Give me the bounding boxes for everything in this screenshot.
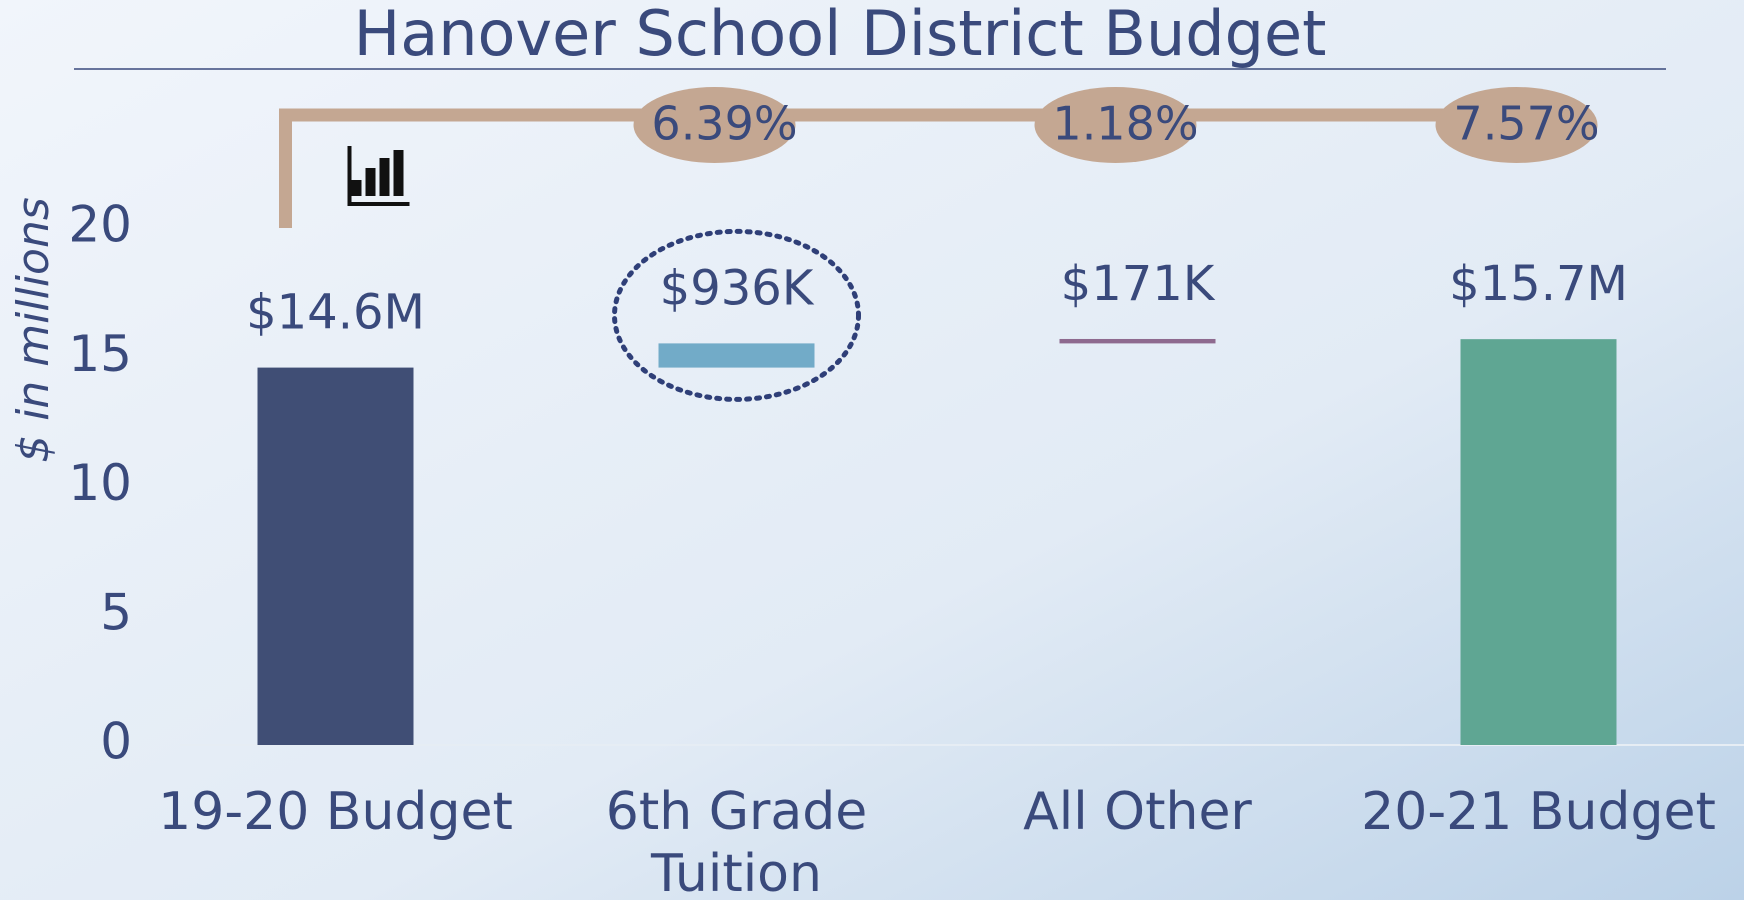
annotation-bubble (633, 87, 796, 163)
annotation-bubble (1034, 87, 1197, 163)
y-tick-label: 15 (68, 325, 132, 383)
bar (1460, 339, 1617, 745)
annotation: 7.57% (1453, 97, 1599, 151)
value-label: $14.6M (246, 285, 425, 341)
bar (658, 343, 815, 368)
value-label: $15.7M (1449, 256, 1628, 312)
highlight-circle (612, 228, 861, 402)
annotation: 1.18% (1052, 97, 1198, 151)
chart-icon (347, 146, 410, 206)
y-axis-label: $ in millions (8, 197, 59, 463)
value-label: $936K (660, 260, 815, 316)
y-tick-label: 0 (100, 713, 132, 771)
bar (257, 367, 414, 745)
annotation: 6.39% (651, 97, 797, 151)
y-tick-label: 20 (68, 196, 132, 254)
bar (1059, 338, 1216, 344)
y-tick-label: 5 (100, 583, 132, 641)
y-tick-label: 10 (68, 454, 132, 512)
value-label: $171K (1061, 256, 1216, 312)
x-tick-label: 20-21 Budget (1361, 782, 1716, 842)
x-tick-label: 19-20 Budget (158, 782, 513, 842)
chart-title: Hanover School District Budget (354, 0, 1327, 70)
x-tick-label: 6th Grade Tuition (606, 782, 868, 900)
x-tick-label: All Other (1023, 782, 1252, 842)
annotation-bubble (1435, 87, 1598, 163)
